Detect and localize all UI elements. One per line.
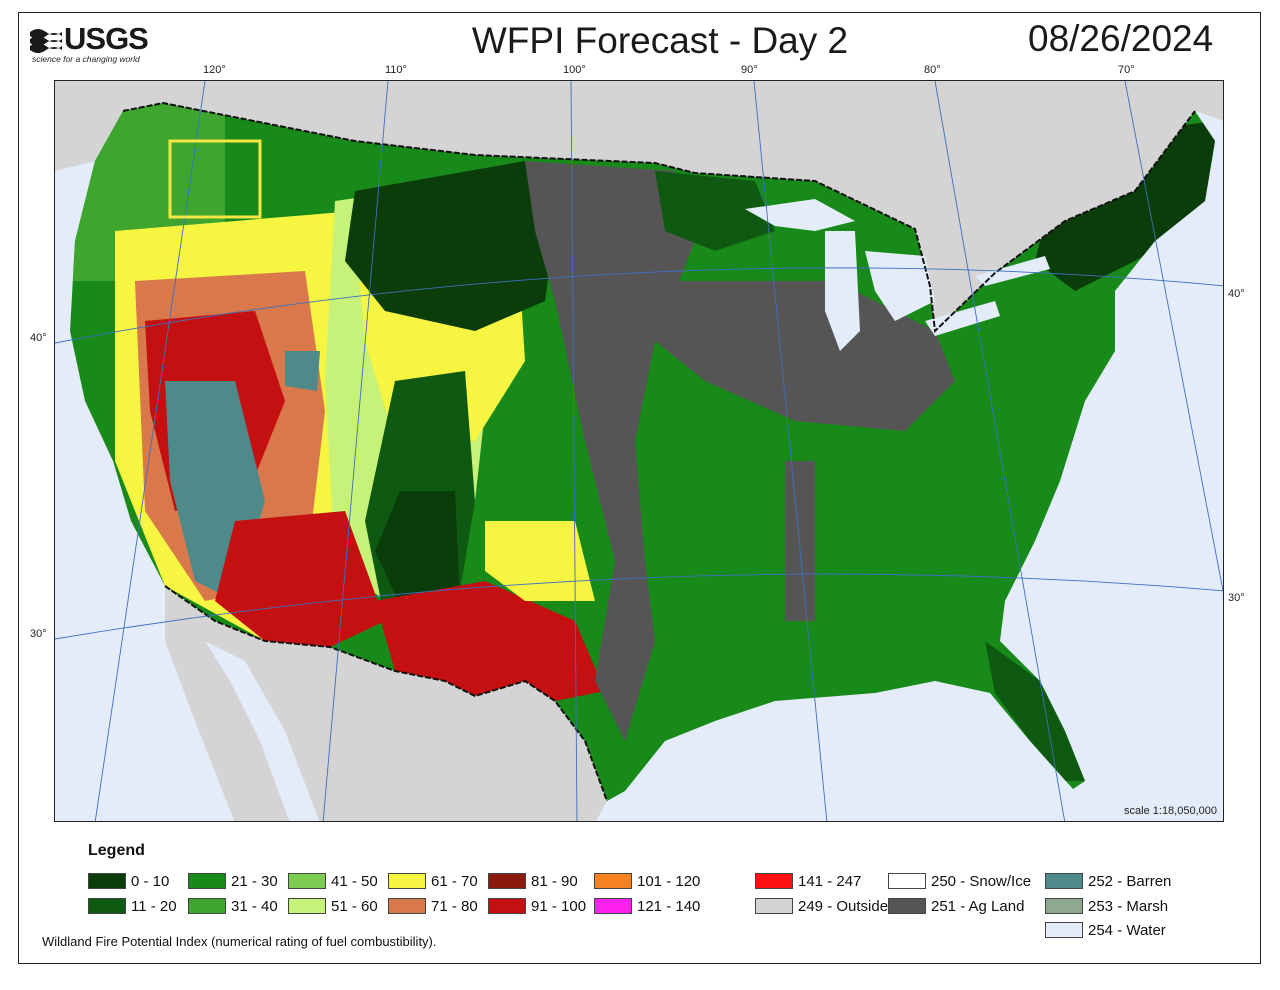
legend-label: 121 - 140 bbox=[637, 897, 701, 915]
wfpi-map: scale 1:18,050,000 bbox=[54, 80, 1224, 822]
highlight-box bbox=[168, 139, 262, 219]
logo-wordmark: USGS bbox=[64, 21, 149, 56]
legend-label: 254 - Water bbox=[1088, 921, 1166, 939]
legend-item: 91 - 100 bbox=[488, 897, 586, 915]
legend-label: 51 - 60 bbox=[331, 897, 378, 915]
legend-label: 11 - 20 bbox=[131, 897, 177, 915]
legend-swatch bbox=[1045, 922, 1083, 938]
longitude-label: 110° bbox=[385, 64, 407, 76]
legend-title: Legend bbox=[88, 842, 145, 859]
map-scale: scale 1:18,050,000 bbox=[1124, 805, 1217, 817]
latitude-label-left: 40° bbox=[30, 332, 47, 344]
legend-swatch bbox=[755, 873, 793, 889]
legend-swatch bbox=[488, 873, 526, 889]
legend-swatch bbox=[755, 898, 793, 914]
map-canvas bbox=[55, 81, 1223, 821]
legend-item: 11 - 20 bbox=[88, 897, 177, 915]
legend-item: 121 - 140 bbox=[594, 897, 700, 915]
legend-item: 250 - Snow/Ice bbox=[888, 872, 1031, 890]
usgs-wave-icon bbox=[30, 29, 62, 53]
legend-label: 250 - Snow/Ice bbox=[931, 872, 1032, 890]
legend-item: 71 - 80 bbox=[388, 897, 478, 915]
legend-label: 251 - Ag Land bbox=[931, 897, 1025, 915]
footnote: Wildland Fire Potential Index (numerical… bbox=[42, 934, 437, 949]
legend-swatch bbox=[388, 898, 426, 914]
longitude-label: 80° bbox=[924, 64, 941, 76]
legend-swatch bbox=[188, 873, 226, 889]
forecast-date: 08/26/2024 bbox=[1028, 18, 1214, 59]
legend-label: 91 - 100 bbox=[531, 897, 587, 915]
legend-label: 71 - 80 bbox=[431, 897, 478, 915]
legend-swatch bbox=[88, 873, 126, 889]
longitude-label: 120° bbox=[203, 64, 226, 76]
legend-swatch bbox=[1045, 898, 1083, 914]
legend-swatch bbox=[88, 898, 126, 914]
legend-item: 253 - Marsh bbox=[1045, 897, 1168, 915]
map-title: WFPI Forecast - Day 2 bbox=[471, 20, 849, 61]
legend-item: 41 - 50 bbox=[288, 872, 378, 890]
legend-label: 101 - 120 bbox=[637, 872, 701, 890]
figure-frame bbox=[18, 12, 1261, 964]
legend-item: 141 - 247 bbox=[755, 872, 861, 890]
legend-label: 31 - 40 bbox=[231, 897, 278, 915]
logo-tagline: science for a changing world bbox=[32, 54, 140, 64]
legend-item: 61 - 70 bbox=[388, 872, 478, 890]
legend-label: 141 - 247 bbox=[798, 872, 862, 890]
legend-label: 249 - Outside US bbox=[798, 897, 914, 915]
legend-item: 0 - 10 bbox=[88, 872, 169, 890]
legend: 0 - 10 11 - 20 21 - 30 31 - 40 41 - 50 51 - 6… bbox=[88, 872, 1238, 942]
legend-label: 61 - 70 bbox=[431, 872, 478, 890]
legend-swatch bbox=[288, 873, 326, 889]
legend-item: 81 - 90 bbox=[488, 872, 578, 890]
legend-item: 252 - Barren bbox=[1045, 872, 1171, 890]
legend-item: 249 - Outside US bbox=[755, 897, 913, 915]
longitude-label: 90° bbox=[741, 64, 758, 76]
legend-label: 253 - Marsh bbox=[1088, 897, 1169, 915]
latitude-label-left: 30° bbox=[30, 628, 47, 640]
legend-swatch bbox=[1045, 873, 1083, 889]
legend-swatch bbox=[888, 873, 926, 889]
legend-label: 41 - 50 bbox=[331, 872, 378, 890]
legend-item: 21 - 30 bbox=[188, 872, 278, 890]
legend-swatch bbox=[888, 898, 926, 914]
legend-item: 101 - 120 bbox=[594, 872, 700, 890]
legend-item: 254 - Water bbox=[1045, 921, 1166, 939]
latitude-label-right: 40° bbox=[1228, 288, 1245, 300]
legend-label: 81 - 90 bbox=[531, 872, 578, 890]
legend-item: 31 - 40 bbox=[188, 897, 278, 915]
legend-label: 252 - Barren bbox=[1088, 872, 1172, 890]
legend-swatch bbox=[388, 873, 426, 889]
legend-swatch bbox=[594, 898, 632, 914]
usgs-logo: USGS science for a changing world bbox=[30, 21, 149, 66]
latitude-label-right: 30° bbox=[1228, 592, 1245, 604]
legend-label: 0 - 10 bbox=[131, 872, 170, 890]
legend-label: 21 - 30 bbox=[231, 872, 278, 890]
longitude-label: 70° bbox=[1118, 64, 1135, 76]
legend-swatch bbox=[288, 898, 326, 914]
legend-swatch bbox=[488, 898, 526, 914]
legend-item: 251 - Ag Land bbox=[888, 897, 1024, 915]
longitude-label: 100° bbox=[563, 64, 586, 76]
legend-item: 51 - 60 bbox=[288, 897, 378, 915]
legend-swatch bbox=[188, 898, 226, 914]
legend-swatch bbox=[594, 873, 632, 889]
